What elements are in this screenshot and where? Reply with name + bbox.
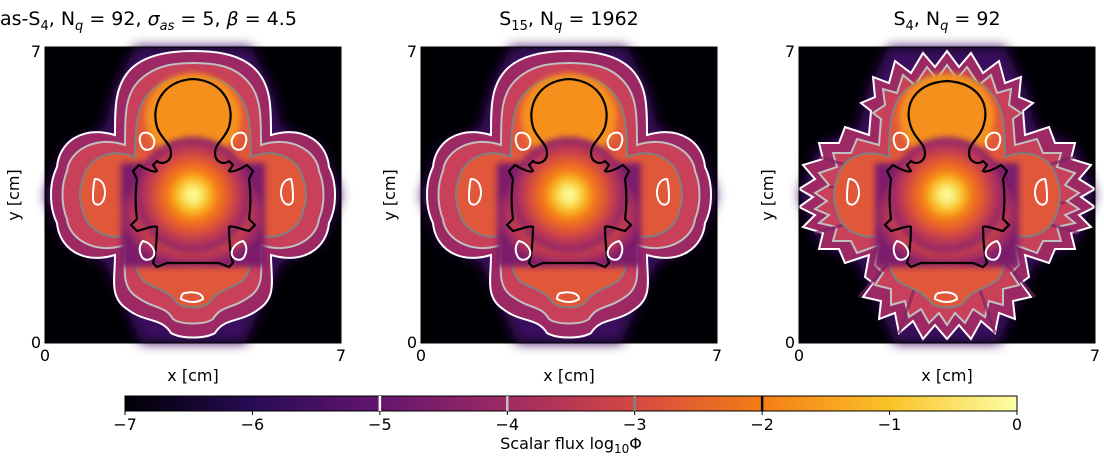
panel-3-title: S4, Nq = 92: [893, 8, 1000, 34]
colorbar-tick-label: −3: [623, 415, 647, 434]
panel-2: S15, Nq = 1962 7 0 0 7 x [cm] y [cm]: [380, 8, 722, 385]
colorbar-tick-label: −1: [878, 415, 902, 434]
plot-frame: [44, 46, 342, 344]
x-axis-label: x [cm]: [543, 366, 594, 385]
x-axis-label: x [cm]: [167, 366, 218, 385]
x-tick-right: 7: [1090, 346, 1100, 365]
contour-minus2: [505, 77, 633, 269]
panel-1-title: as-S4, Nq = 92, σas = 5, β = 4.5: [0, 8, 297, 34]
y-tick-bottom: 0: [407, 333, 417, 352]
flux-field: [797, 47, 1097, 343]
x-tick-right: 7: [712, 346, 722, 365]
y-axis-label: y [cm]: [380, 169, 399, 220]
y-tick-top: 7: [407, 42, 417, 61]
panel-1: as-S4, Nq = 92, σas = 5, β = 4.5 7 0 0 7…: [0, 8, 346, 385]
y-axis-label: y [cm]: [758, 169, 777, 220]
contour-minus2: [883, 79, 1011, 269]
flux-field: [45, 47, 341, 343]
contour-minus2: [129, 77, 257, 269]
plot-frame: [420, 46, 718, 344]
y-axis-label: y [cm]: [4, 169, 23, 220]
colorbar-tick-label: 0: [1012, 415, 1022, 434]
colorbar-tick-label: −4: [495, 415, 519, 434]
colorbar-tick-label: −7: [113, 415, 137, 434]
x-tick-right: 7: [336, 346, 346, 365]
flux-field: [421, 47, 717, 343]
y-tick-top: 7: [31, 42, 41, 61]
x-tick-left: 0: [40, 346, 50, 365]
y-tick-bottom: 0: [31, 333, 41, 352]
colorbar-label: Scalar flux log10Φ: [500, 434, 642, 456]
colorbar-tick-label: −2: [750, 415, 774, 434]
panel-2-title: S15, Nq = 1962: [499, 8, 639, 34]
panel-3: S4, Nq = 92 7 0 0 7 x [cm] y [cm]: [758, 8, 1100, 385]
colorbar-tick-label: −6: [241, 415, 265, 434]
y-tick-bottom: 0: [785, 333, 795, 352]
colorbar: −7 −6 −5 −4 −3 −2 −1 0 Scalar flux log10Φ: [113, 395, 1022, 456]
contour-island: [845, 131, 1049, 303]
colorbar-gradient: [124, 395, 1018, 412]
x-axis-label: x [cm]: [921, 366, 972, 385]
y-tick-top: 7: [785, 42, 795, 61]
contour-island: [91, 131, 295, 303]
x-tick-left: 0: [416, 346, 426, 365]
plot-frame: [798, 46, 1096, 344]
contour-island: [467, 131, 671, 303]
colorbar-tick-label: −5: [368, 415, 392, 434]
x-tick-left: 0: [794, 346, 804, 365]
